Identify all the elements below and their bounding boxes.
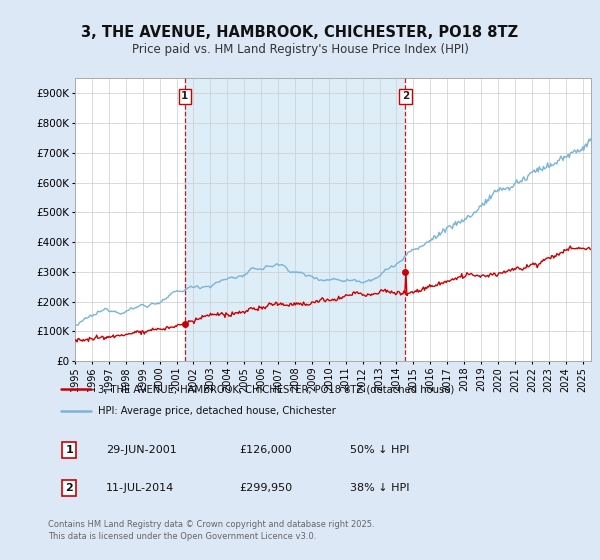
Text: 1: 1: [65, 445, 73, 455]
Text: HPI: Average price, detached house, Chichester: HPI: Average price, detached house, Chic…: [98, 407, 336, 416]
Text: Contains HM Land Registry data © Crown copyright and database right 2025.
This d: Contains HM Land Registry data © Crown c…: [48, 520, 374, 541]
Text: 2: 2: [402, 91, 409, 101]
Text: £126,000: £126,000: [239, 445, 292, 455]
Text: 50% ↓ HPI: 50% ↓ HPI: [350, 445, 410, 455]
Text: £299,950: £299,950: [239, 483, 293, 493]
Text: 3, THE AVENUE, HAMBROOK, CHICHESTER, PO18 8TZ: 3, THE AVENUE, HAMBROOK, CHICHESTER, PO1…: [82, 25, 518, 40]
Bar: [185, 78, 406, 361]
Text: 11-JUL-2014: 11-JUL-2014: [106, 483, 174, 493]
Text: 3, THE AVENUE, HAMBROOK, CHICHESTER, PO18 8TZ (detached house): 3, THE AVENUE, HAMBROOK, CHICHESTER, PO1…: [98, 384, 455, 394]
Text: 2: 2: [65, 483, 73, 493]
Text: 38% ↓ HPI: 38% ↓ HPI: [350, 483, 410, 493]
Text: 29-JUN-2001: 29-JUN-2001: [106, 445, 177, 455]
Text: 1: 1: [181, 91, 188, 101]
Text: Price paid vs. HM Land Registry's House Price Index (HPI): Price paid vs. HM Land Registry's House …: [131, 43, 469, 56]
